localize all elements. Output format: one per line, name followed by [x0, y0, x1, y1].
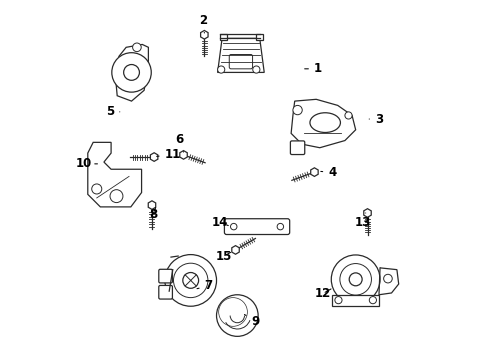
Text: 4: 4 [320, 166, 336, 179]
FancyBboxPatch shape [290, 141, 304, 154]
Polygon shape [148, 201, 155, 210]
Circle shape [339, 264, 371, 295]
Circle shape [348, 273, 362, 286]
Circle shape [173, 263, 207, 298]
Polygon shape [150, 153, 158, 161]
FancyBboxPatch shape [332, 295, 378, 306]
Circle shape [217, 66, 224, 73]
FancyBboxPatch shape [229, 54, 252, 69]
Polygon shape [310, 168, 318, 176]
Circle shape [368, 297, 376, 304]
FancyBboxPatch shape [220, 34, 226, 40]
Circle shape [110, 190, 122, 203]
Polygon shape [180, 150, 187, 159]
Text: 2: 2 [199, 14, 207, 33]
Text: 9: 9 [244, 315, 259, 328]
Circle shape [123, 64, 139, 80]
Circle shape [132, 43, 141, 51]
Polygon shape [200, 31, 207, 39]
Text: 3: 3 [368, 113, 382, 126]
Circle shape [334, 297, 341, 304]
Text: 14: 14 [211, 216, 228, 229]
Text: 11: 11 [156, 148, 181, 161]
Text: 1: 1 [304, 62, 322, 75]
Text: 5: 5 [106, 105, 120, 118]
Circle shape [112, 53, 151, 92]
Text: 15: 15 [215, 249, 232, 262]
Circle shape [218, 298, 247, 326]
Circle shape [277, 224, 283, 230]
Circle shape [164, 255, 216, 306]
FancyBboxPatch shape [256, 34, 262, 40]
Text: 13: 13 [354, 213, 370, 229]
Polygon shape [88, 142, 142, 207]
FancyBboxPatch shape [159, 285, 172, 299]
Text: 6: 6 [175, 133, 183, 152]
Circle shape [292, 105, 302, 115]
Circle shape [230, 224, 237, 230]
Text: 12: 12 [314, 287, 330, 300]
Circle shape [383, 274, 391, 283]
Circle shape [216, 295, 258, 336]
Circle shape [252, 66, 260, 73]
Circle shape [344, 112, 351, 119]
Circle shape [330, 255, 379, 304]
FancyBboxPatch shape [159, 269, 172, 283]
Polygon shape [115, 44, 148, 101]
Text: 10: 10 [76, 157, 97, 170]
Ellipse shape [309, 113, 340, 132]
Text: 7: 7 [197, 279, 212, 292]
Text: 8: 8 [149, 208, 157, 221]
Circle shape [183, 273, 198, 288]
Circle shape [92, 184, 102, 194]
Polygon shape [290, 99, 355, 148]
Polygon shape [217, 39, 264, 72]
Polygon shape [363, 209, 370, 217]
Polygon shape [231, 246, 239, 254]
FancyBboxPatch shape [224, 219, 289, 234]
